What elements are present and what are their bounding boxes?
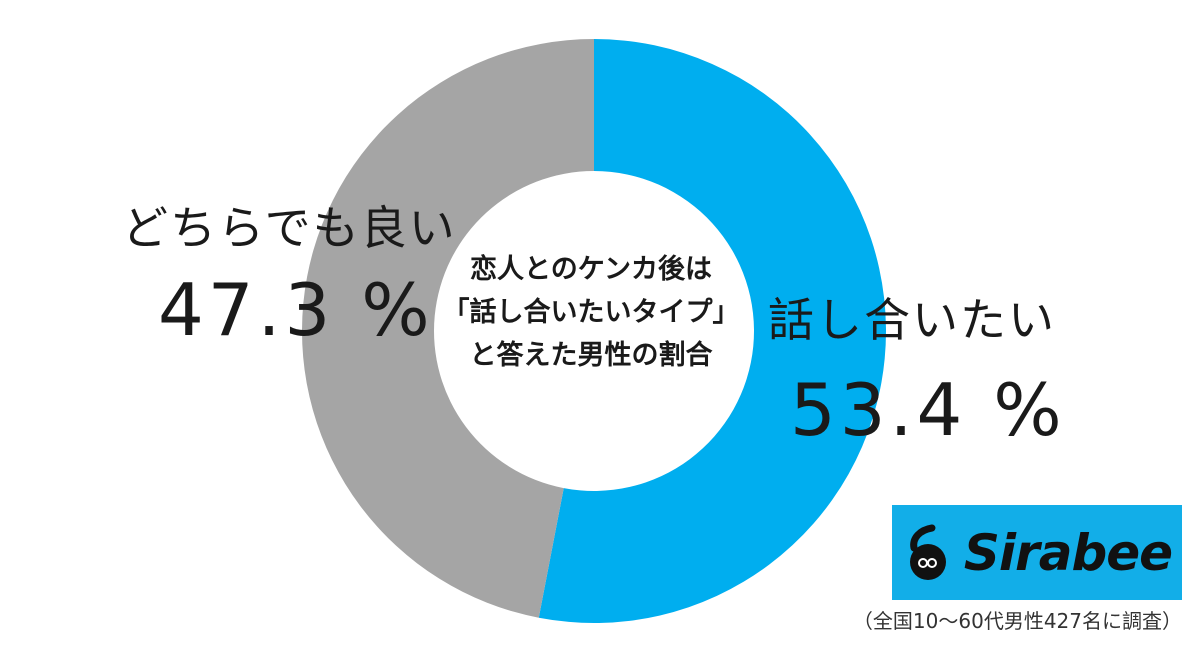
- survey-footnote: （全国10〜60代男性427名に調査）: [852, 609, 1182, 633]
- logo-text: Sirabee: [963, 523, 1173, 582]
- slice-value-dochira: 47.3 %: [158, 268, 434, 352]
- chart-title-line: と答えた男性の割合: [469, 340, 713, 371]
- chart-title-line: 恋人とのケンカ後は: [470, 254, 712, 285]
- slice-label-hanashiai: 話し合いたい: [768, 293, 1056, 347]
- chart-title-line: 「話し合いたいタイプ」: [442, 297, 740, 328]
- slice-label-dochira: どちらでも良い: [122, 201, 457, 255]
- sirabee-mark-icon: [909, 524, 946, 580]
- donut-slice-0: [538, 39, 887, 623]
- slice-value-hanashiai: 53.4 %: [790, 368, 1066, 452]
- donut-slice-1: [302, 39, 594, 618]
- sirabee-logo: Sirabee: [892, 505, 1182, 600]
- chart-title: 恋人とのケンカ後は 「話し合いたいタイプ」 と答えた男性の割合: [436, 248, 746, 377]
